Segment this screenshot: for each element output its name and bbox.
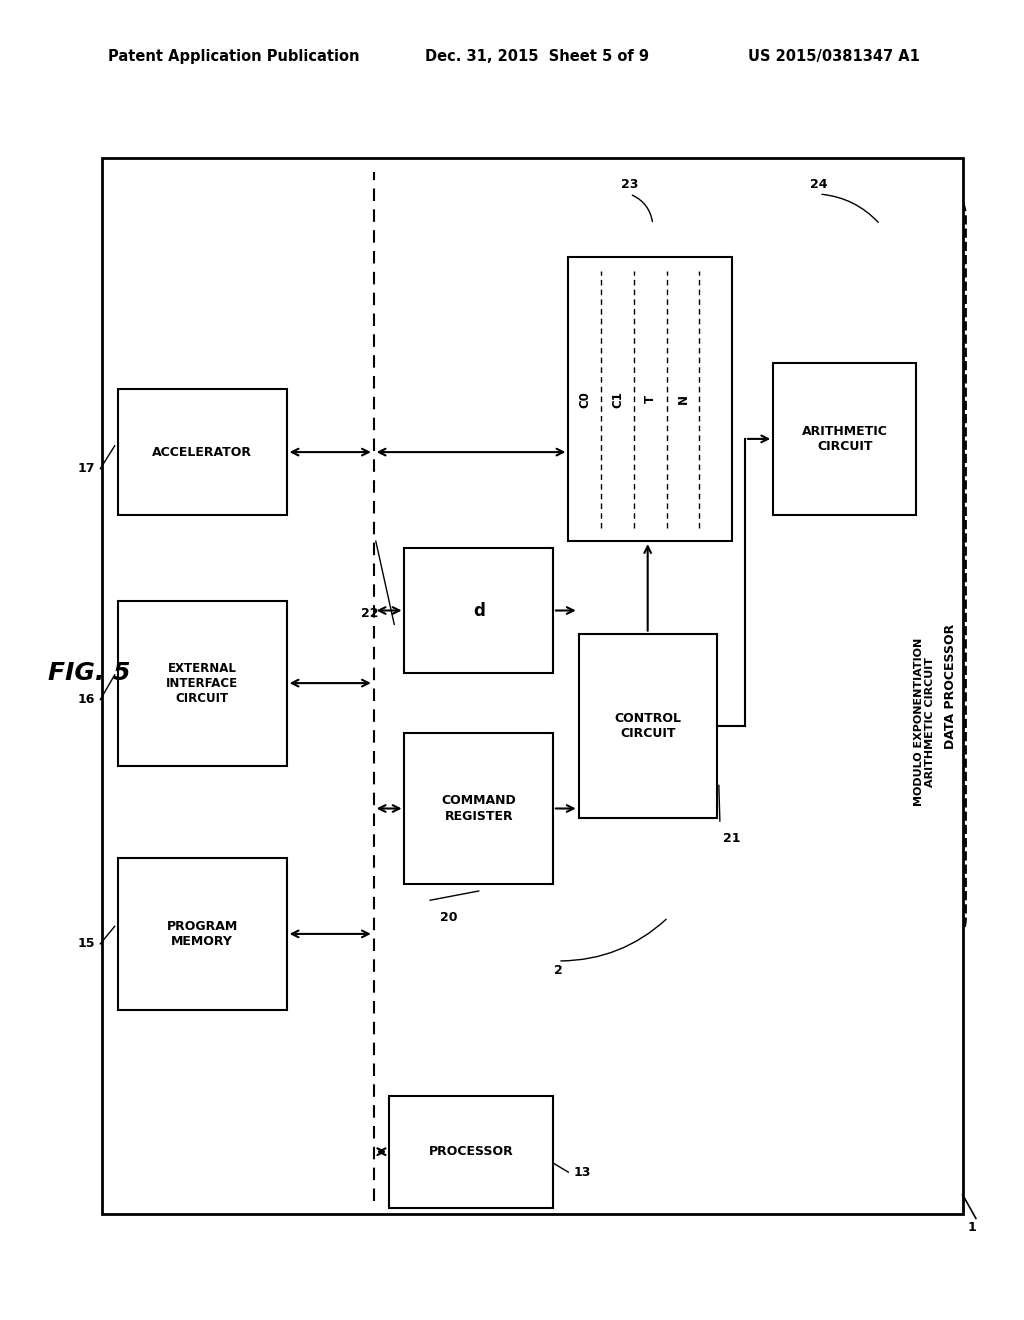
Bar	[389, 1096, 553, 1208]
Bar	[579, 634, 717, 818]
Text: d: d	[473, 602, 484, 619]
Bar	[568, 257, 732, 541]
Bar	[404, 548, 553, 673]
Text: N: N	[677, 395, 689, 404]
Bar	[118, 389, 287, 515]
Text: FIG. 5: FIG. 5	[48, 661, 131, 685]
Text: ARITHMETIC
CIRCUIT: ARITHMETIC CIRCUIT	[802, 425, 888, 453]
Text: Patent Application Publication: Patent Application Publication	[108, 49, 359, 65]
Text: 24: 24	[810, 178, 828, 191]
Text: Dec. 31, 2015  Sheet 5 of 9: Dec. 31, 2015 Sheet 5 of 9	[425, 49, 649, 65]
Text: 2: 2	[554, 964, 562, 977]
Text: CONTROL
CIRCUIT: CONTROL CIRCUIT	[614, 711, 681, 741]
Text: C0: C0	[579, 391, 591, 408]
Bar	[404, 733, 553, 884]
Text: 15: 15	[78, 937, 95, 950]
Text: 17: 17	[78, 462, 95, 475]
Text: PROGRAM
MEMORY: PROGRAM MEMORY	[167, 920, 238, 948]
Bar	[773, 363, 916, 515]
Text: 13: 13	[573, 1166, 591, 1179]
Text: 20: 20	[440, 911, 458, 924]
Text: T: T	[644, 395, 656, 404]
Text: 16: 16	[78, 693, 95, 706]
Text: 21: 21	[723, 832, 740, 845]
Text: 1: 1	[968, 1221, 977, 1234]
Text: US 2015/0381347 A1: US 2015/0381347 A1	[748, 49, 920, 65]
Text: EXTERNAL
INTERFACE
CIRCUIT: EXTERNAL INTERFACE CIRCUIT	[166, 661, 239, 705]
Text: PROCESSOR: PROCESSOR	[429, 1146, 513, 1158]
Text: 23: 23	[622, 178, 638, 191]
Text: MODULO EXPONENTIATION
ARITHMETIC CIRCUIT: MODULO EXPONENTIATION ARITHMETIC CIRCUIT	[913, 638, 936, 805]
Text: ACCELERATOR: ACCELERATOR	[153, 446, 252, 458]
Bar	[118, 858, 287, 1010]
Text: C1: C1	[611, 391, 624, 408]
Text: DATA PROCESSOR: DATA PROCESSOR	[944, 624, 956, 748]
Text: 22: 22	[361, 607, 379, 620]
Bar	[118, 601, 287, 766]
Text: COMMAND
REGISTER: COMMAND REGISTER	[441, 795, 516, 822]
Bar	[102, 158, 963, 1214]
